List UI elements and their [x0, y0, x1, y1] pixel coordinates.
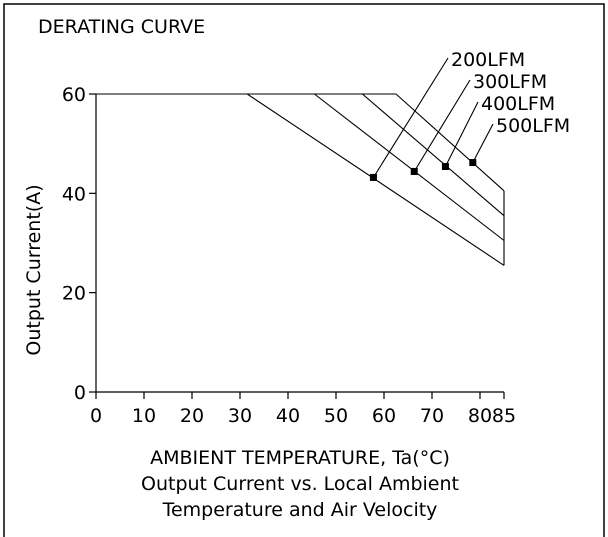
leader-line-400lfm — [444, 101, 479, 167]
x-tick-label: 60 — [372, 405, 396, 427]
x-axis-label: AMBIENT TEMPERATURE, Ta(°C) — [150, 447, 450, 469]
leader-line-500lfm — [472, 123, 494, 163]
y-tick-label: 60 — [62, 84, 86, 106]
marker-500lfm — [469, 159, 477, 167]
outer-frame — [3, 3, 605, 537]
marker-300lfm — [410, 167, 418, 175]
legend-label-200lfm: 200LFM — [451, 49, 525, 71]
legend-label-500lfm: 500LFM — [496, 115, 570, 137]
chart-title: DERATING CURVE — [38, 16, 205, 38]
x-tick-label: 20 — [180, 405, 204, 427]
x-tick-label: 70 — [420, 405, 444, 427]
legend-label-400lfm: 400LFM — [481, 93, 555, 115]
x-tick-label: 85 — [492, 405, 516, 427]
y-tick-label: 20 — [62, 283, 86, 305]
x-tick-label: 10 — [132, 405, 156, 427]
marker-200lfm — [369, 173, 377, 181]
x-tick-label: 80 — [468, 405, 492, 427]
caption-line-1: Output Current vs. Local Ambient — [141, 473, 459, 495]
series-line-400lfm — [96, 93, 505, 217]
y-tick-label: 40 — [62, 183, 86, 205]
x-tick-label: 50 — [324, 405, 348, 427]
leader-line-200lfm — [372, 57, 449, 178]
marker-400lfm — [441, 163, 449, 171]
y-axis-label: Output Current(A) — [23, 184, 45, 355]
legend-label-300lfm: 300LFM — [473, 71, 547, 93]
x-tick-label: 40 — [276, 405, 300, 427]
caption-line-2: Temperature and Air Velocity — [162, 499, 438, 521]
leader-line-300lfm — [413, 79, 471, 172]
series-line-200lfm — [96, 93, 505, 266]
plot-area: 0 10 20 30 40 50 60 70 80 85 0 20 40 60 — [62, 84, 516, 427]
y-tick-label: 0 — [74, 382, 86, 404]
series-line-500lfm — [96, 93, 505, 192]
x-tick-label: 0 — [90, 405, 102, 427]
x-tick-label: 30 — [228, 405, 252, 427]
